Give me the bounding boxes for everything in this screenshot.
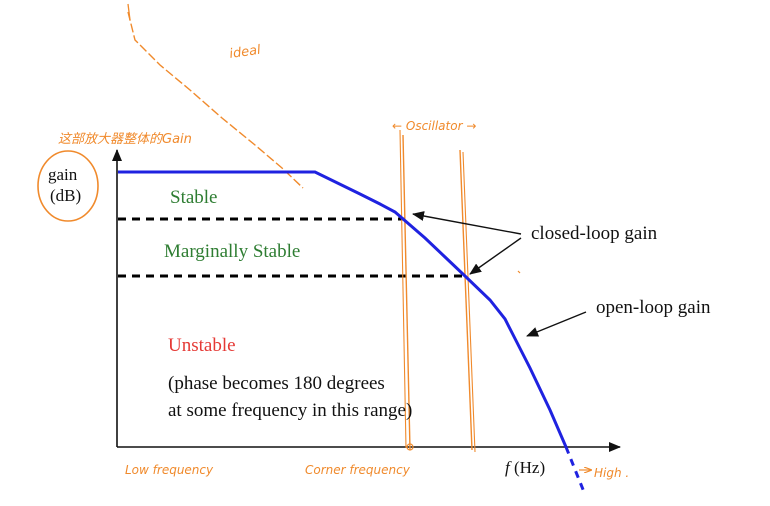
oscillator-line-right (459, 149, 473, 451)
ideal-label: ideal (228, 43, 262, 62)
marginally-stable-label: Marginally Stable (164, 241, 300, 262)
closed-loop-arrow-lower (469, 237, 522, 275)
closed-loop-gain-label: closed-loop gain (531, 223, 658, 244)
stable-label: Stable (170, 187, 218, 208)
low-frequency-label: Low frequency (125, 463, 214, 477)
open-loop-gain-label: open-loop gain (596, 297, 711, 318)
closed-loop-arrow-upper (412, 211, 522, 235)
y-axis-label-db: (dB) (50, 186, 81, 205)
ideal-line (127, 11, 304, 189)
open-loop-arrow (526, 311, 587, 337)
annotation-tick (517, 270, 521, 274)
oscillator-line-left (402, 134, 411, 451)
phase-note-line1: (phase becomes 180 degrees (168, 373, 385, 394)
open-loop-gain-curve (118, 170, 568, 448)
corner-frequency-label: Corner frequency (305, 463, 411, 477)
chinese-gain-note: 这部放大器整体的Gain (58, 132, 192, 147)
ideal-tick (127, 3, 131, 21)
x-axis-label: f (Hz) (505, 458, 545, 477)
oscillator-label: ← Oscillator → (392, 119, 476, 133)
y-axis-label-gain: gain (48, 165, 78, 184)
phase-note-line2: at some frequency in this range) (168, 400, 412, 421)
high-label: High . (594, 466, 629, 480)
open-loop-gain-curve-dashed (564, 446, 586, 493)
unstable-label: Unstable (168, 335, 236, 356)
oscillator-line-left-2 (399, 129, 407, 449)
oscillator-line-right-2 (462, 151, 476, 453)
gain-circle (37, 150, 99, 222)
corner-frequency-dot (406, 443, 414, 451)
